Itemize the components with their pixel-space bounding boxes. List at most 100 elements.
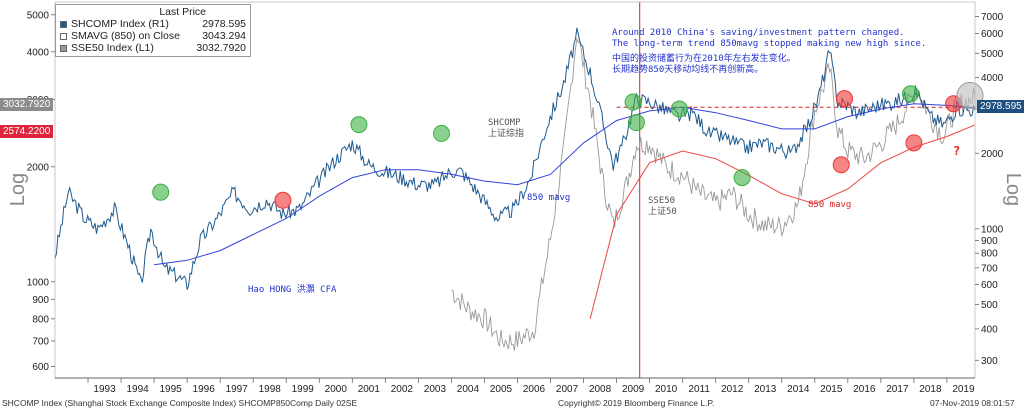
legend-item-smavg: SMAVG (850) on Close 3043.294: [60, 30, 246, 42]
axes-group: 1993 1994 1995 1996 1997 1998 1999 2000 2001 2002…: [27, 1, 1004, 395]
legend-label: SSE50 Index (L1): [71, 42, 154, 54]
x-tick-label: 2001: [358, 384, 381, 395]
right-tick-label: 2000: [981, 149, 1004, 160]
annotation-cn-line1: 中国的投资储蓄行为在2010年左右发生变化。: [612, 54, 796, 64]
left-tag-sse50: 3032.7920: [0, 98, 54, 111]
markers-group: [152, 81, 984, 209]
footer-right: 07-Nov-2019 08:01:57: [930, 398, 1015, 408]
legend-value: 3043.294: [202, 30, 246, 42]
sse50-label: SSE50 上证50: [648, 196, 677, 218]
green-marker: [432, 124, 450, 142]
x-tick-label: 1995: [159, 384, 182, 395]
legend-swatch-smavg: [60, 32, 67, 40]
x-tick-label: 2004: [457, 384, 480, 395]
series-line-sse50: [451, 37, 976, 351]
shcomp-label-cn: 上证综指: [488, 129, 525, 139]
legend: Last Price SHCOMP Index (R1) 2978.595 SM…: [55, 4, 251, 57]
right-axis-title: Log: [1002, 172, 1024, 207]
x-tick-label: 2008: [589, 384, 612, 395]
legend-label: SMAVG (850) on Close: [71, 30, 180, 42]
x-tick-label: 2017: [886, 384, 909, 395]
x-tick-label: 2014: [787, 384, 810, 395]
left-tag-mavg: 2574.2200: [0, 125, 54, 138]
right-tick-label: 1000: [981, 224, 1004, 235]
legend-item-shcomp: SHCOMP Index (R1) 2978.595: [60, 18, 246, 30]
x-tick-label: 1996: [193, 384, 216, 395]
right-tick-label: 6000: [981, 29, 1004, 40]
x-tick-label: 2000: [325, 384, 348, 395]
legend-swatch-shcomp: [60, 20, 67, 28]
footer-center: Copyright© 2019 Bloomberg Finance L.P.: [558, 398, 715, 408]
annotation-en-line2: The long-term trend 850mavg stopped maki…: [612, 39, 927, 49]
green-marker: [350, 116, 368, 134]
question-mark: ?: [953, 144, 961, 158]
x-tick-label: 1998: [259, 384, 282, 395]
sse50-label-cn: 上证50: [648, 207, 677, 217]
author-label: Hao HONG 洪灝 CFA: [248, 285, 337, 295]
x-tick-label: 2015: [820, 384, 843, 395]
left-tick-label: 800: [32, 314, 49, 325]
legend-label: SHCOMP Index (R1): [71, 18, 169, 30]
x-tick-label: 1993: [93, 384, 116, 395]
x-tick-label: 2007: [556, 384, 579, 395]
left-tick-label: 900: [32, 295, 49, 306]
right-tag-shcomp: 2978.595: [977, 100, 1024, 113]
left-tick-label: 5000: [27, 10, 50, 21]
annotation-en: Around 2010 China's saving/investment pa…: [612, 28, 926, 50]
right-tick-label: 800: [981, 249, 998, 260]
green-marker: [627, 114, 645, 132]
legend-value: 3032.7920: [196, 42, 246, 54]
x-tick-label: 2010: [655, 384, 678, 395]
right-tick-label: 4000: [981, 73, 1004, 84]
x-tick-label: 1997: [226, 384, 249, 395]
shcomp-label-en: SHCOMP: [488, 118, 521, 128]
left-tick-label: 4000: [27, 47, 50, 58]
x-tick-label: 2012: [721, 384, 744, 395]
shcomp-label: SHCOMP 上证综指: [488, 118, 524, 140]
mavg-blue-label: 850 mavg: [527, 193, 571, 203]
x-tick-label: 2003: [424, 384, 447, 395]
annotation-cn-line2: 长期趋势850天移动均线不再创新高。: [612, 65, 764, 75]
legend-header: Last Price: [159, 6, 206, 18]
red-marker: [836, 90, 854, 108]
annotation-en-line1: Around 2010 China's saving/investment pa…: [612, 28, 905, 38]
plot-frame: [54, 1, 976, 379]
green-marker: [152, 183, 170, 201]
x-tick-label: 1994: [126, 384, 149, 395]
left-tick-label: 600: [32, 362, 49, 373]
left-tick-label: 2000: [27, 162, 50, 173]
annotation-cn: 中国的投资储蓄行为在2010年左右发生变化。 长期趋势850天移动均线不再创新高…: [612, 54, 796, 76]
gray-marker: [956, 81, 984, 109]
green-marker: [624, 93, 642, 111]
x-tick-label: 2018: [919, 384, 942, 395]
right-tick-label: 300: [981, 356, 998, 367]
footer-left: SHCOMP Index (Shanghai Stock Exchange Co…: [2, 398, 358, 408]
red-marker: [274, 191, 292, 209]
left-axis-title: Log: [7, 172, 30, 207]
right-tick-label: 600: [981, 280, 998, 291]
mavg-red-label: 850 mavg: [808, 200, 852, 210]
red-marker: [832, 156, 850, 174]
series-group: [54, 27, 976, 351]
x-tick-label: 2019: [952, 384, 975, 395]
x-tick-label: 2016: [853, 384, 876, 395]
x-tick-label: 2005: [490, 384, 513, 395]
legend-value: 2978.595: [202, 18, 246, 30]
series-line-shcomp: [54, 27, 976, 290]
red-marker: [905, 134, 923, 152]
left-tick-label: 700: [32, 336, 49, 347]
x-tick-label: 2013: [754, 384, 777, 395]
right-tick-label: 500: [981, 300, 998, 311]
legend-swatch-sse50: [60, 44, 67, 52]
series-line-mavg-red: [589, 124, 976, 319]
x-tick-label: 2006: [523, 384, 546, 395]
right-tick-label: 700: [981, 263, 998, 274]
sse50-label-en: SSE50: [648, 196, 676, 206]
green-marker: [902, 85, 920, 103]
x-tick-label: 2009: [622, 384, 645, 395]
right-tick-label: 7000: [981, 12, 1004, 23]
right-tick-label: 400: [981, 324, 998, 335]
legend-item-sse50: SSE50 Index (L1) 3032.7920: [60, 42, 246, 54]
series-line-mavg-blue: [154, 103, 976, 266]
